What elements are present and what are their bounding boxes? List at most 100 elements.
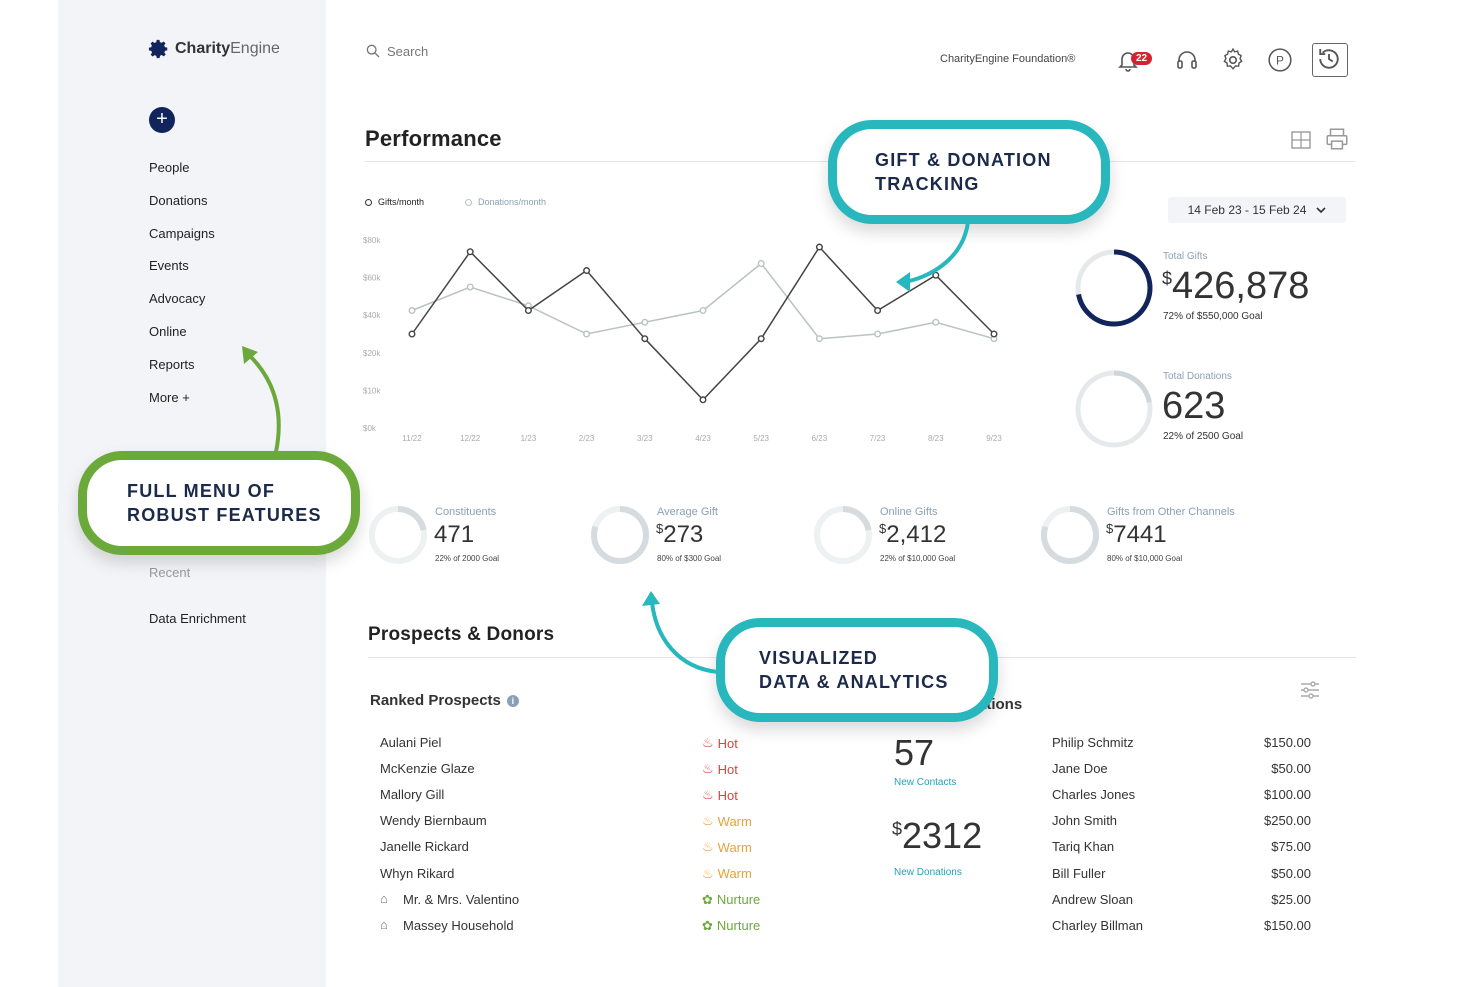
history-icon[interactable] [1312,43,1348,77]
arrow-icon [896,221,970,292]
org-name[interactable]: CharityEngine Foundation® [940,53,1076,65]
prospect-status: ✿ Nurture [702,892,760,908]
svg-text:P: P [1276,53,1284,67]
info-icon[interactable]: i [506,694,519,707]
prospect-name[interactable]: Aulani Piel [380,735,442,750]
data-point[interactable] [583,330,591,338]
data-point[interactable] [932,271,940,279]
print-icon[interactable] [1324,126,1350,152]
data-point[interactable] [699,306,707,314]
currency-symbol: $ [656,521,664,536]
donor-name[interactable]: Bill Fuller [1052,865,1106,881]
donor-name[interactable]: John Smith [1052,813,1118,829]
donor-name[interactable]: Philip Schmitz [1052,735,1134,750]
donor-name[interactable]: Charley Billman [1052,917,1144,933]
data-point[interactable] [699,396,707,404]
headset-icon[interactable] [1175,47,1201,73]
data-point[interactable] [815,243,823,251]
brand-name-bold: Charity [175,40,231,57]
prospect-name[interactable]: McKenzie Glaze [380,761,475,777]
y-tick-label: $10k [363,386,381,395]
prospect-status: ♨ Hot [702,787,738,803]
data-point[interactable] [524,306,532,314]
add-button[interactable]: + [149,107,175,133]
house-icon: ⌂ [380,890,388,906]
profile-p-icon[interactable]: P [1267,47,1293,73]
stat-goal: 22% of 2000 Goal [435,554,500,563]
data-point[interactable] [990,330,998,338]
prospect-name[interactable]: Massey Household [403,917,514,933]
x-tick-label: 7/23 [870,434,886,443]
filter-sliders-icon[interactable] [1298,678,1324,704]
currency-symbol: $ [879,521,887,536]
donation-amount: $150.00 [1264,735,1311,750]
callout-gift-tracking: GIFT & DONATION TRACKING [828,120,1110,224]
layout-grid-icon[interactable] [1289,128,1315,154]
sidebar-item-more[interactable]: More + [149,389,190,405]
prospects-title: Prospects & Donors [368,624,555,645]
brand-logo[interactable]: CharityEngine [148,38,280,60]
y-tick-label: $60k [363,274,381,283]
sidebar-item-donations[interactable]: Donations [149,192,208,208]
total-donations-goal: 22% of 2500 Goal [1163,431,1244,442]
date-range-select[interactable]: 14 Feb 23 - 15 Feb 24 [1168,197,1346,223]
ranked-prospects-title: Ranked Prospects [370,692,501,709]
legend-gifts[interactable]: Gifts/month [365,197,424,207]
data-point[interactable] [408,306,416,314]
donor-name[interactable]: Jane Doe [1052,761,1108,777]
stat-value: 471 [434,521,474,549]
data-point[interactable] [641,335,649,343]
currency-symbol: $ [892,819,903,839]
ring-progress [369,506,427,564]
x-tick-label: 9/23 [986,434,1002,443]
search-placeholder: Search [387,43,429,59]
stat-ring [369,506,427,564]
prospect-name[interactable]: Mr. & Mrs. Valentino [403,891,520,907]
y-tick-label: $80k [363,236,381,245]
donor-name[interactable]: Charles Jones [1052,787,1136,803]
data-point[interactable] [874,330,882,338]
prospect-name[interactable]: Wendy Biernbaum [380,813,487,829]
legend-donations[interactable]: Donations/month [465,197,546,207]
data-point[interactable] [757,335,765,343]
data-point[interactable] [815,335,823,343]
data-point[interactable] [583,267,591,275]
prospect-status: ♨ Hot [702,735,738,751]
data-point[interactable] [932,318,940,326]
prospect-name[interactable]: Janelle Rickard [380,839,469,855]
sidebar-item-data-enrichment[interactable]: Data Enrichment [149,611,246,626]
sidebar-item-events[interactable]: Events [149,258,189,274]
callout-line: FULL MENU OF [127,481,276,501]
gear-logo-icon [148,39,168,59]
stat-number: 471 [434,521,475,548]
bell-icon[interactable] [1116,47,1142,73]
callout-line: ROBUST FEATURES [127,505,322,525]
search-icon [366,44,380,58]
status-label: Nurture [716,918,761,934]
callout-full-menu: FULL MENU OF ROBUST FEATURES [78,451,360,555]
data-point[interactable] [466,248,474,256]
sidebar-item-reports[interactable]: Reports [149,356,195,372]
data-point[interactable] [466,283,474,291]
sidebar-item-advocacy[interactable]: Advocacy [149,291,206,307]
data-point[interactable] [874,306,882,314]
prospect-name[interactable]: Mallory Gill [380,787,445,803]
sidebar-item-campaigns[interactable]: Campaigns [149,225,215,241]
search-box[interactable]: Search [365,43,428,59]
donation-amount: $75.00 [1271,839,1311,855]
data-point[interactable] [641,318,649,326]
data-point[interactable] [757,260,765,268]
status-label: Hot [717,735,738,751]
prospect-name[interactable]: Whyn Rikard [380,865,455,881]
data-point[interactable] [408,330,416,338]
settings-gear-icon[interactable] [1220,47,1246,73]
house-icon: ⌂ [380,916,388,932]
sidebar-item-people[interactable]: People [149,160,190,175]
sidebar-item-online[interactable]: Online [149,324,187,339]
donor-name[interactable]: Andrew Sloan [1052,891,1133,907]
total-gifts-number: 426,878 [1172,265,1310,307]
donor-name[interactable]: Tariq Khan [1052,839,1115,855]
brand-name-light: Engine [230,40,280,57]
stat-goal: 80% of $300 Goal [657,554,722,563]
total-gifts-ring [1075,249,1153,327]
